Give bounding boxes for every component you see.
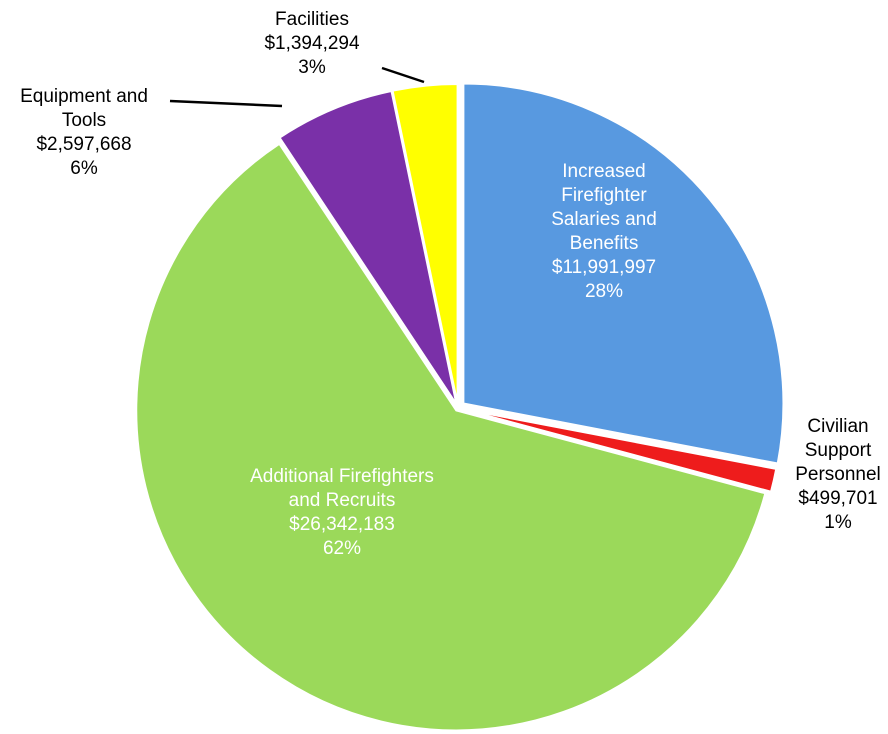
category-label: Equipment and Tools: [20, 86, 148, 131]
percent-label: 3%: [298, 57, 326, 78]
leader-line: [381, 66, 425, 84]
percent-label: 6%: [70, 158, 98, 179]
category-label: Facilities: [275, 9, 349, 30]
value-label: $499,701: [798, 488, 878, 509]
value-label: $1,394,294: [264, 33, 360, 54]
slice-label: Civilian Support Personnel $499,701 1%: [783, 415, 888, 535]
category-label: Additional Firefighters and Recruits: [250, 466, 434, 511]
pie-slice: [461, 407, 778, 493]
category-label: Civilian Support Personnel: [795, 416, 881, 485]
pie-slice: [391, 83, 459, 405]
category-label: Increased Firefighter Salaries and Benef…: [551, 161, 657, 254]
percent-label: 62%: [322, 538, 362, 559]
leader-line: [169, 99, 283, 108]
pie-slice: [278, 89, 458, 405]
pie-slice: [462, 82, 785, 465]
pie-slice: [135, 142, 767, 732]
slice-label: Additional Firefighters and Recruits $26,…: [247, 465, 437, 561]
value-label: $11,991,997: [551, 257, 657, 278]
value-label: $26,342,183: [289, 514, 395, 535]
slice-label: Increased Firefighter Salaries and Benef…: [529, 160, 679, 304]
slice-label: Facilities $1,394,294 3%: [242, 8, 382, 80]
percent-label: 1%: [824, 512, 852, 533]
slice-label: Equipment and Tools $2,597,668 6%: [0, 85, 169, 181]
value-label: $2,597,668: [36, 134, 132, 155]
percent-label: 28%: [584, 281, 624, 302]
